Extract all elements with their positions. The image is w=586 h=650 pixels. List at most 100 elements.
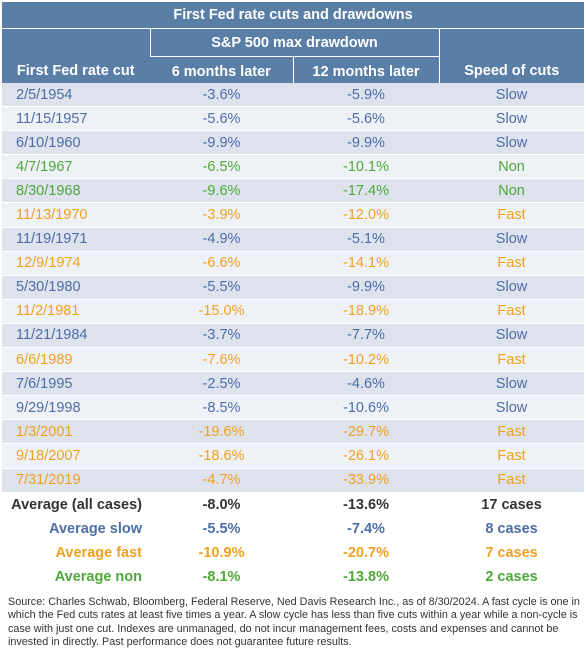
- cut-date: 5/30/1980: [2, 275, 150, 300]
- cut-date: 11/21/1984: [2, 323, 150, 349]
- summary-row: Average fast -10.9% -20.7% 7 cases: [2, 541, 584, 565]
- fed-cuts-drawdown-table: First Fed rate cuts and drawdowns First …: [2, 2, 585, 589]
- six-month-drawdown: -5.5%: [150, 275, 293, 300]
- col-header-12-months: 12 months later: [292, 56, 439, 83]
- summary-label: Average fast: [55, 544, 142, 561]
- speed-of-cuts: Slow: [439, 83, 585, 108]
- six-month-drawdown: -7.6%: [150, 347, 293, 373]
- twelve-month-drawdown: -10.1%: [293, 154, 439, 180]
- twelve-month-drawdown: -4.6%: [293, 371, 439, 397]
- table-row: 6/10/1960 -9.9% -9.9% Slow: [2, 130, 585, 156]
- cut-date: 7/31/2019: [2, 468, 150, 493]
- table-row: 4/7/1967 -6.5% -10.1% Non: [2, 154, 585, 180]
- table-row: 9/18/2007 -18.6% -26.1% Fast: [2, 443, 585, 469]
- summary-twelve-month: -13.6%: [343, 496, 389, 513]
- six-month-drawdown: -18.6%: [150, 443, 293, 469]
- table-row: 8/30/1968 -9.6% -17.4% Non: [2, 178, 585, 204]
- cut-date: 8/30/1968: [2, 178, 150, 204]
- speed-of-cuts: Fast: [439, 419, 585, 445]
- speed-of-cuts: Slow: [439, 371, 585, 397]
- speed-of-cuts: Slow: [439, 323, 585, 349]
- speed-of-cuts: Slow: [439, 130, 585, 156]
- twelve-month-drawdown: -18.9%: [293, 299, 439, 324]
- summary-case-count: 7 cases: [485, 544, 538, 561]
- twelve-month-drawdown: -10.2%: [293, 347, 439, 373]
- twelve-month-drawdown: -26.1%: [293, 443, 439, 469]
- summary-label: Average non: [54, 568, 142, 585]
- cut-date: 11/2/1981: [2, 299, 150, 324]
- table-row: 7/6/1995 -2.5% -4.6% Slow: [2, 371, 585, 397]
- speed-of-cuts: Fast: [439, 468, 585, 493]
- six-month-drawdown: -15.0%: [150, 299, 293, 324]
- col-header-first-cut: First Fed rate cut: [2, 28, 150, 83]
- table-row: 7/31/2019 -4.7% -33.9% Fast: [2, 468, 585, 493]
- table-row: 1/3/2001 -19.6% -29.7% Fast: [2, 419, 585, 445]
- speed-of-cuts: Fast: [439, 202, 585, 228]
- data-rows: 2/5/1954 -3.6% -5.9% Slow 11/15/1957 -5.6% -5.…: [2, 83, 585, 493]
- speed-of-cuts: Non: [439, 178, 585, 204]
- source-footnote: Source: Charles Schwab, Bloomberg, Feder…: [8, 596, 580, 648]
- cut-date: 12/9/1974: [2, 251, 150, 276]
- speed-of-cuts: Fast: [439, 347, 585, 373]
- six-month-drawdown: -6.6%: [150, 251, 293, 276]
- cut-date: 11/13/1970: [2, 202, 150, 228]
- speed-of-cuts: Fast: [439, 299, 585, 324]
- twelve-month-drawdown: -5.9%: [293, 83, 439, 108]
- six-month-drawdown: -9.9%: [150, 130, 293, 156]
- summary-six-month: -8.1%: [202, 568, 241, 585]
- twelve-month-drawdown: -33.9%: [293, 468, 439, 493]
- cut-date: 6/10/1960: [2, 130, 150, 156]
- twelve-month-drawdown: -5.6%: [293, 106, 439, 132]
- six-month-drawdown: -3.7%: [150, 323, 293, 349]
- table-row: 12/9/1974 -6.6% -14.1% Fast: [2, 251, 585, 276]
- speed-of-cuts: Slow: [439, 395, 585, 421]
- summary-six-month: -10.9%: [198, 544, 245, 561]
- table-row: 9/29/1998 -8.5% -10.6% Slow: [2, 395, 585, 421]
- table-title: First Fed rate cuts and drawdowns: [2, 2, 585, 29]
- cut-date: 7/6/1995: [2, 371, 150, 397]
- twelve-month-drawdown: -29.7%: [293, 419, 439, 445]
- summary-label: Average slow: [49, 520, 142, 537]
- six-month-drawdown: -5.6%: [150, 106, 293, 132]
- col-header-6-months: 6 months later: [150, 56, 293, 83]
- twelve-month-drawdown: -10.6%: [293, 395, 439, 421]
- summary-case-count: 17 cases: [481, 496, 542, 513]
- twelve-month-drawdown: -14.1%: [293, 251, 439, 276]
- speed-of-cuts: Non: [439, 154, 585, 180]
- cut-date: 11/15/1957: [2, 106, 150, 132]
- summary-twelve-month: -13.8%: [343, 568, 389, 585]
- cut-date: 1/3/2001: [2, 419, 150, 445]
- six-month-drawdown: -4.9%: [150, 227, 293, 252]
- twelve-month-drawdown: -7.7%: [293, 323, 439, 349]
- table-row: 6/6/1989 -7.6% -10.2% Fast: [2, 347, 585, 373]
- twelve-month-drawdown: -17.4%: [293, 178, 439, 204]
- summary-row: Average non -8.1% -13.8% 2 cases: [2, 565, 584, 589]
- speed-of-cuts: Fast: [439, 443, 585, 469]
- six-month-drawdown: -2.5%: [150, 371, 293, 397]
- table-row: 11/21/1984 -3.7% -7.7% Slow: [2, 323, 585, 349]
- six-month-drawdown: -4.7%: [150, 468, 293, 493]
- twelve-month-drawdown: -9.9%: [293, 130, 439, 156]
- cut-date: 11/19/1971: [2, 227, 150, 252]
- six-month-drawdown: -19.6%: [150, 419, 293, 445]
- cut-date: 2/5/1954: [2, 83, 150, 108]
- six-month-drawdown: -9.6%: [150, 178, 293, 204]
- table-row: 11/13/1970 -3.9% -12.0% Fast: [2, 202, 585, 228]
- summary-twelve-month: -20.7%: [343, 544, 389, 561]
- speed-of-cuts: Slow: [439, 106, 585, 132]
- table-row: 5/30/1980 -5.5% -9.9% Slow: [2, 275, 585, 300]
- summary-six-month: -8.0%: [202, 496, 241, 513]
- summary-case-count: 8 cases: [485, 520, 538, 537]
- cut-date: 4/7/1967: [2, 154, 150, 180]
- twelve-month-drawdown: -5.1%: [293, 227, 439, 252]
- cut-date: 9/18/2007: [2, 443, 150, 469]
- drawdown-table-container: First Fed rate cuts and drawdowns First …: [2, 2, 585, 589]
- twelve-month-drawdown: -12.0%: [293, 202, 439, 228]
- speed-of-cuts: Slow: [439, 227, 585, 252]
- summary-rows: Average (all cases) -8.0% -13.6% 17 cases Av…: [2, 492, 584, 589]
- summary-case-count: 2 cases: [485, 568, 538, 585]
- six-month-drawdown: -3.6%: [150, 83, 293, 108]
- summary-six-month: -5.5%: [202, 520, 241, 537]
- summary-row: Average slow -5.5% -7.4% 8 cases: [2, 517, 584, 541]
- group-header-drawdown: S&P 500 max drawdown: [149, 28, 439, 57]
